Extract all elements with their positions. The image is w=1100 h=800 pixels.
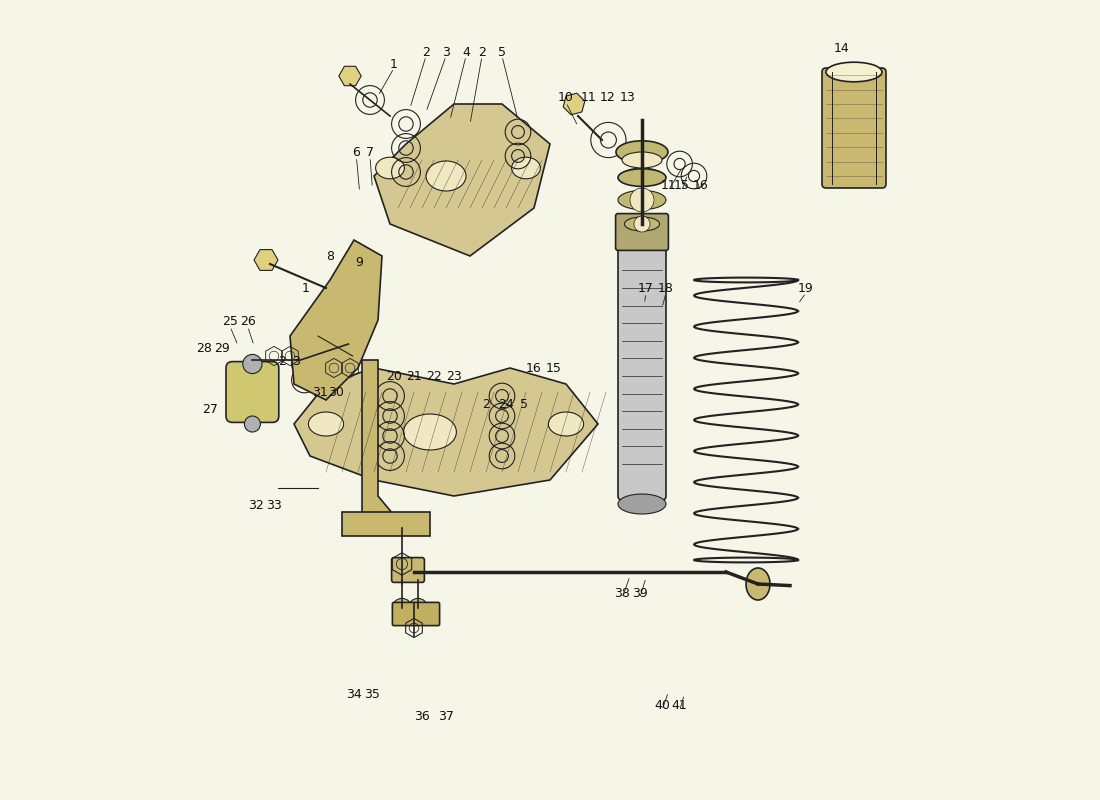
Polygon shape — [362, 360, 398, 520]
Polygon shape — [294, 368, 598, 496]
Text: 32: 32 — [249, 499, 264, 512]
Text: 21: 21 — [406, 370, 422, 382]
Text: 9: 9 — [355, 256, 363, 269]
Text: 34: 34 — [346, 688, 362, 701]
FancyBboxPatch shape — [393, 602, 440, 626]
Ellipse shape — [404, 414, 456, 450]
FancyBboxPatch shape — [616, 214, 669, 250]
Circle shape — [634, 216, 650, 232]
Text: 38: 38 — [614, 587, 630, 600]
Circle shape — [408, 598, 428, 618]
Text: 29: 29 — [214, 342, 230, 354]
Text: 3: 3 — [292, 355, 299, 368]
Text: 1: 1 — [302, 282, 310, 294]
Circle shape — [243, 354, 262, 374]
Text: 28: 28 — [197, 342, 212, 354]
Circle shape — [244, 416, 261, 432]
Text: 30: 30 — [328, 386, 343, 398]
Text: 2: 2 — [482, 398, 490, 410]
Text: 41: 41 — [672, 699, 688, 712]
FancyBboxPatch shape — [822, 68, 886, 188]
Text: 17: 17 — [638, 282, 653, 294]
Text: 10: 10 — [558, 91, 574, 104]
Text: 19: 19 — [799, 282, 814, 294]
Polygon shape — [254, 250, 278, 270]
Ellipse shape — [621, 168, 662, 184]
Text: 15: 15 — [546, 362, 562, 374]
Ellipse shape — [826, 62, 882, 82]
Polygon shape — [290, 240, 382, 400]
Text: 26: 26 — [240, 315, 255, 328]
Text: 25: 25 — [222, 315, 238, 328]
Text: 40: 40 — [654, 699, 670, 712]
Text: 8: 8 — [326, 250, 334, 262]
Text: 4: 4 — [462, 46, 470, 58]
Text: 2: 2 — [478, 46, 486, 58]
Text: 1: 1 — [390, 58, 398, 70]
Ellipse shape — [618, 494, 666, 514]
Text: 6: 6 — [352, 146, 361, 158]
Text: 24: 24 — [498, 398, 514, 410]
Polygon shape — [342, 512, 430, 536]
Ellipse shape — [426, 161, 466, 191]
Text: 16: 16 — [693, 179, 708, 192]
Ellipse shape — [549, 412, 584, 436]
Circle shape — [337, 332, 361, 356]
Text: 18: 18 — [658, 282, 674, 294]
Ellipse shape — [618, 169, 666, 186]
Ellipse shape — [625, 217, 660, 231]
Text: 11: 11 — [581, 91, 596, 104]
Ellipse shape — [308, 412, 343, 436]
Polygon shape — [339, 66, 361, 86]
Circle shape — [632, 166, 651, 186]
Text: 20: 20 — [386, 370, 402, 382]
Text: 33: 33 — [266, 499, 282, 512]
Text: 37: 37 — [438, 710, 454, 722]
Text: 15: 15 — [674, 179, 690, 192]
Text: 36: 36 — [414, 710, 430, 722]
Polygon shape — [563, 93, 585, 115]
Text: 23: 23 — [447, 370, 462, 382]
Ellipse shape — [375, 157, 405, 178]
FancyBboxPatch shape — [392, 558, 425, 582]
Text: 16: 16 — [526, 362, 542, 374]
Circle shape — [393, 598, 411, 618]
Text: 2: 2 — [278, 355, 286, 368]
FancyBboxPatch shape — [618, 236, 666, 500]
Ellipse shape — [621, 152, 662, 168]
Ellipse shape — [746, 568, 770, 600]
Text: 14: 14 — [834, 42, 850, 54]
Text: 7: 7 — [366, 146, 374, 158]
Text: 35: 35 — [364, 688, 381, 701]
Text: 5: 5 — [520, 398, 528, 410]
Text: 39: 39 — [631, 587, 648, 600]
Text: 5: 5 — [498, 46, 506, 58]
Text: 13: 13 — [619, 91, 636, 104]
Polygon shape — [374, 104, 550, 256]
FancyBboxPatch shape — [226, 362, 278, 422]
Ellipse shape — [618, 190, 666, 210]
Text: 22: 22 — [426, 370, 442, 382]
Circle shape — [630, 188, 654, 212]
Text: 31: 31 — [311, 386, 328, 398]
Text: 27: 27 — [202, 403, 218, 416]
Text: 2: 2 — [422, 46, 430, 58]
Ellipse shape — [616, 141, 668, 163]
Text: 12: 12 — [600, 91, 616, 104]
Text: 3: 3 — [442, 46, 450, 58]
Ellipse shape — [512, 157, 540, 178]
Text: 11: 11 — [660, 179, 676, 192]
